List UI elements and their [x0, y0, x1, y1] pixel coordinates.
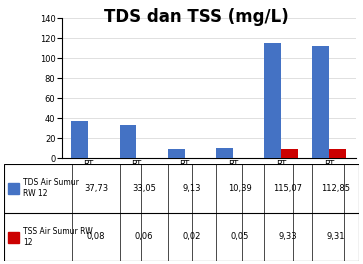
Bar [281, 149, 298, 158]
Bar [264, 43, 281, 158]
Bar [72, 121, 88, 158]
Text: TSS Air Sumur RW
12: TSS Air Sumur RW 12 [23, 227, 93, 247]
Text: 9,13: 9,13 [183, 183, 201, 193]
Text: TDS Air Sumur
RW 12: TDS Air Sumur RW 12 [23, 178, 79, 198]
Text: 9,33: 9,33 [278, 232, 297, 242]
Bar [312, 46, 329, 158]
Text: 0,02: 0,02 [183, 232, 201, 242]
Bar [329, 149, 346, 158]
Bar [8, 232, 19, 243]
Text: 33,05: 33,05 [132, 183, 156, 193]
Bar [216, 148, 233, 158]
Text: 0,06: 0,06 [135, 232, 153, 242]
Text: 0,08: 0,08 [87, 232, 105, 242]
Bar [168, 149, 185, 158]
Text: 37,73: 37,73 [84, 183, 108, 193]
Text: 115,07: 115,07 [273, 183, 302, 193]
Text: TDS dan TSS (mg/L): TDS dan TSS (mg/L) [104, 8, 288, 26]
Text: 0,05: 0,05 [231, 232, 249, 242]
Bar [8, 183, 19, 194]
Text: 112,85: 112,85 [321, 183, 350, 193]
Text: 9,31: 9,31 [326, 232, 345, 242]
Text: 10,39: 10,39 [228, 183, 252, 193]
Bar [119, 125, 136, 158]
